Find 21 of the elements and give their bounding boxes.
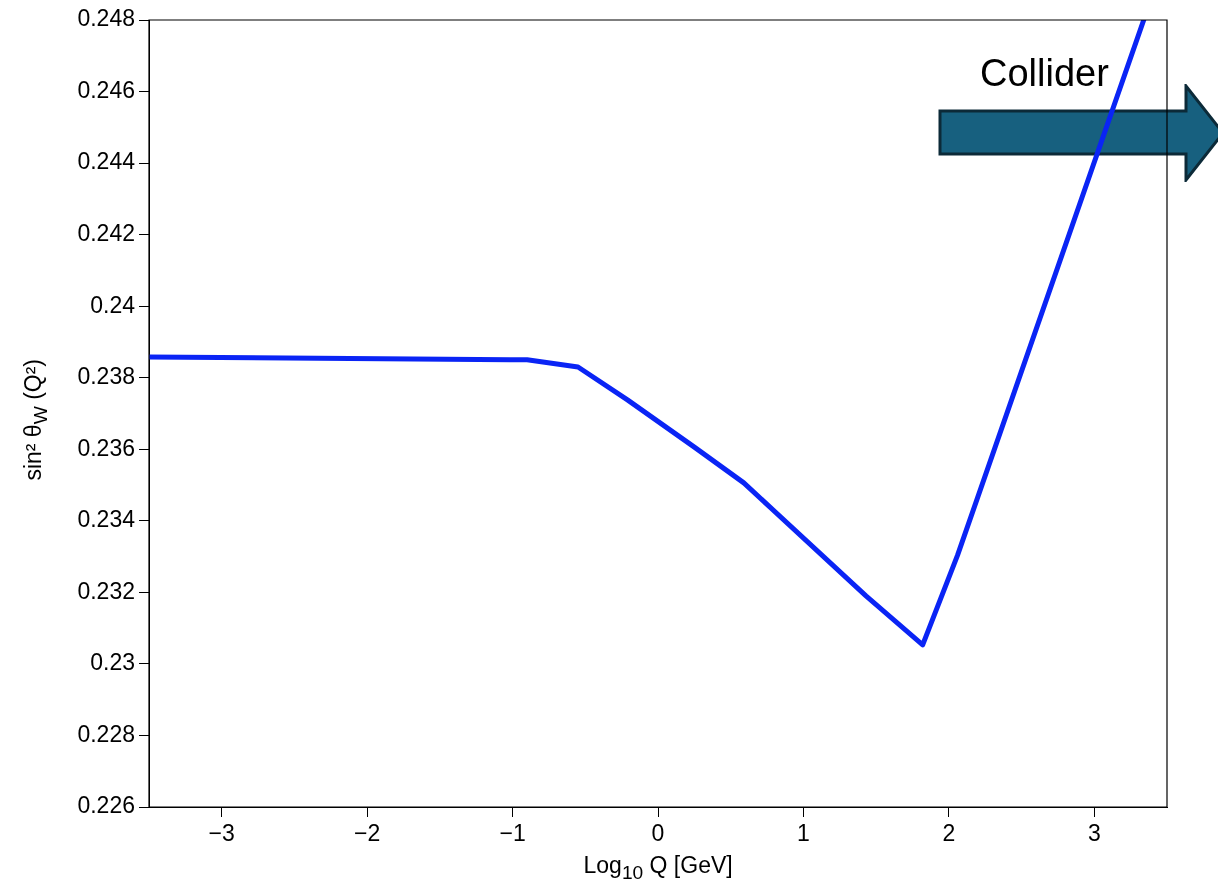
x-tick-label: −2 <box>354 820 381 847</box>
y-tick-label: 0.226 <box>77 792 135 819</box>
y-tick-label: 0.248 <box>77 5 135 32</box>
x-tick-label: 3 <box>1087 820 1101 847</box>
x-axis-title: Log$_{10}$ Q [GeV] <box>583 852 733 884</box>
y-tick-label: 0.228 <box>77 720 135 747</box>
x-tick-label: −3 <box>208 820 235 847</box>
y-tick-label: 0.234 <box>77 506 136 533</box>
y-tick-label: 0.246 <box>77 76 135 103</box>
y-tick-label: 0.238 <box>77 363 135 390</box>
x-tick-label: 0 <box>651 820 665 847</box>
y-tick-label: 0.232 <box>77 577 135 604</box>
x-tick-label: 2 <box>942 820 956 847</box>
y-tick-label: 0.242 <box>77 219 135 246</box>
annotation: Collider <box>980 52 1109 95</box>
x-tick-label: −1 <box>499 820 526 847</box>
y-tick-label: 0.236 <box>77 434 135 461</box>
y-tick-label: 0.24 <box>90 291 136 318</box>
y-tick-label: 0.23 <box>90 649 135 676</box>
x-tick-label: 1 <box>797 820 810 847</box>
y-tick-label: 0.244 <box>77 148 136 175</box>
